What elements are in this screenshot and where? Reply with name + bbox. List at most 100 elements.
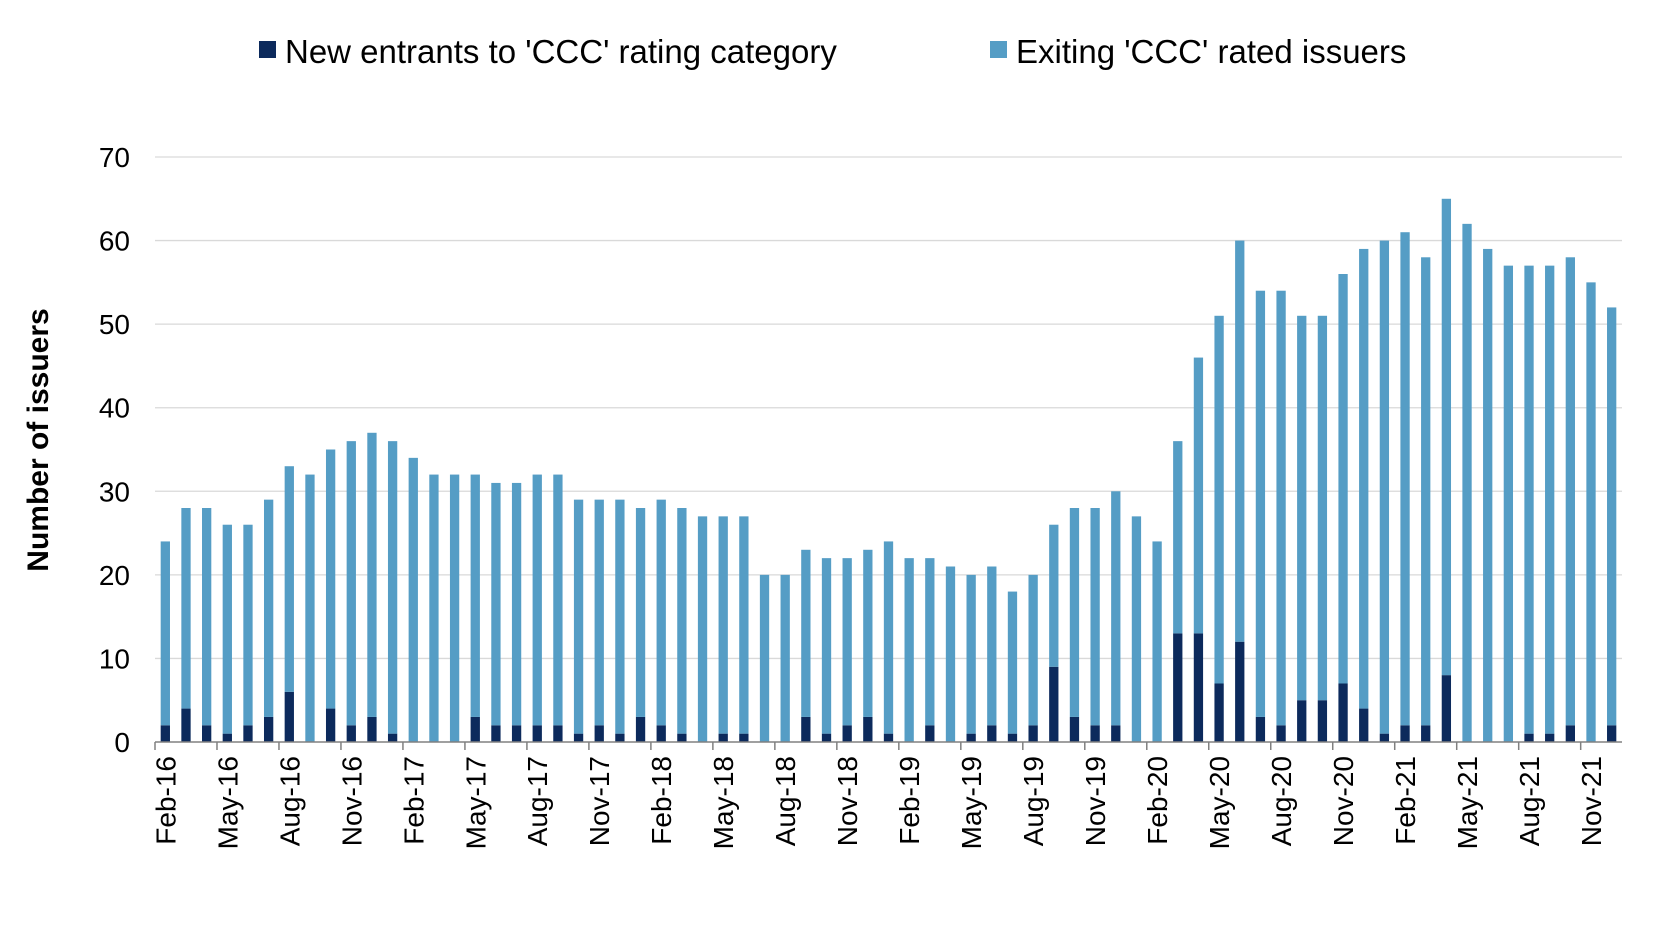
bar-new-entrants	[1607, 725, 1617, 742]
bar-new-entrants	[1111, 725, 1121, 742]
bar-exiting	[1007, 591, 1018, 734]
bar-exiting	[1421, 257, 1431, 726]
bar-new-entrants	[677, 733, 687, 742]
bar-exiting	[1069, 508, 1080, 717]
bar-exiting	[1297, 315, 1307, 701]
bar-exiting	[573, 499, 584, 734]
bar-exiting	[243, 524, 253, 726]
y-tick-label: 20	[99, 560, 130, 591]
bar-new-entrants	[1338, 683, 1348, 742]
bar-new-entrants	[181, 708, 191, 742]
bar-new-entrants	[987, 725, 997, 742]
y-tick-label: 50	[99, 309, 130, 340]
bar-new-entrants	[532, 725, 542, 742]
y-tick-label: 0	[114, 727, 130, 758]
bar-exiting	[284, 466, 294, 692]
legend-swatch-new-entrants	[259, 41, 276, 58]
bar-new-entrants	[1359, 708, 1369, 742]
bar-new-entrants	[1297, 700, 1307, 742]
bar-exiting	[1524, 265, 1534, 734]
bar-new-entrants	[202, 725, 212, 742]
bar-new-entrants	[821, 733, 832, 742]
bar-new-entrants	[511, 725, 522, 742]
y-tick-label: 10	[99, 643, 130, 674]
bar-exiting	[615, 499, 625, 734]
bar-exiting	[449, 474, 460, 742]
bar-new-entrants	[1317, 700, 1328, 742]
bar-new-entrants	[594, 725, 604, 742]
bar-new-entrants	[656, 725, 666, 742]
bar-exiting	[1049, 524, 1059, 667]
bar-exiting	[305, 474, 315, 742]
bar-new-entrants	[387, 733, 398, 742]
bar-new-entrants	[346, 725, 356, 742]
x-tick-label: Aug-17	[522, 756, 553, 846]
bar-exiting	[925, 558, 935, 726]
bar-exiting	[739, 516, 749, 734]
bar-exiting	[263, 499, 274, 717]
x-tick-label: May-17	[460, 756, 491, 849]
bar-new-entrants	[1214, 683, 1224, 742]
bar-exiting	[553, 474, 563, 726]
bar-new-entrants	[160, 725, 170, 742]
bar-exiting	[429, 474, 439, 742]
bar-new-entrants	[1441, 675, 1452, 742]
bar-exiting	[1400, 232, 1410, 726]
bar-exiting	[780, 574, 790, 742]
bar-new-entrants	[263, 716, 274, 742]
x-tick-label: Nov-19	[1080, 756, 1111, 846]
bar-exiting	[966, 574, 976, 734]
bar-exiting	[863, 549, 873, 717]
bar-exiting	[945, 566, 956, 742]
bar-exiting	[677, 508, 687, 734]
bar-exiting	[1359, 248, 1369, 709]
x-tick-label: Aug-18	[770, 756, 801, 846]
x-tick-label: Nov-21	[1576, 756, 1607, 846]
bar-exiting	[1441, 198, 1452, 676]
bar-new-entrants	[801, 716, 811, 742]
bar-exiting	[511, 482, 522, 726]
bar-exiting	[367, 432, 377, 717]
bar-exiting	[904, 558, 914, 742]
bar-new-entrants	[491, 725, 501, 742]
x-tick-label: Aug-16	[274, 756, 305, 846]
bar-exiting	[408, 457, 418, 742]
bar-new-entrants	[1255, 716, 1266, 742]
bar-new-entrants	[1276, 725, 1286, 742]
x-tick-label: Feb-19	[894, 756, 925, 845]
bar-new-entrants	[615, 733, 625, 742]
x-tick-label: Aug-21	[1514, 756, 1545, 846]
bar-new-entrants	[367, 716, 377, 742]
bar-new-entrants	[1193, 633, 1204, 742]
bar-exiting	[1317, 315, 1328, 701]
y-axis-title: Number of issuers	[22, 308, 55, 571]
bar-new-entrants	[1421, 725, 1431, 742]
bar-new-entrants	[883, 733, 894, 742]
bar-exiting	[1173, 441, 1183, 634]
bar-exiting	[1379, 240, 1390, 734]
bar-exiting	[1235, 240, 1245, 642]
bar-exiting	[718, 516, 728, 734]
bar-new-entrants	[1379, 733, 1390, 742]
x-tick-marks	[154, 742, 1582, 750]
bar-exiting	[470, 474, 480, 717]
bar-exiting	[532, 474, 542, 726]
bar-exiting	[1152, 541, 1162, 742]
bar-exiting	[594, 499, 604, 726]
bar-exiting	[656, 499, 666, 726]
bar-exiting	[1483, 248, 1493, 742]
bar-new-entrants	[284, 691, 294, 742]
bar-new-entrants	[718, 733, 728, 742]
bar-exiting	[160, 541, 170, 726]
bar-new-entrants	[1524, 733, 1534, 742]
bar-new-entrants	[553, 725, 563, 742]
x-tick-label: Aug-20	[1266, 756, 1297, 846]
x-tick-label: Nov-16	[336, 756, 367, 846]
bar-new-entrants	[1090, 725, 1100, 742]
bar-exiting	[1607, 307, 1617, 726]
x-tick-label: May-19	[956, 756, 987, 849]
x-tick-label: Nov-17	[584, 756, 615, 846]
y-tick-labels: 0 10 20 30 40 50 60 70	[99, 142, 130, 758]
x-tick-label: Nov-20	[1328, 756, 1359, 846]
